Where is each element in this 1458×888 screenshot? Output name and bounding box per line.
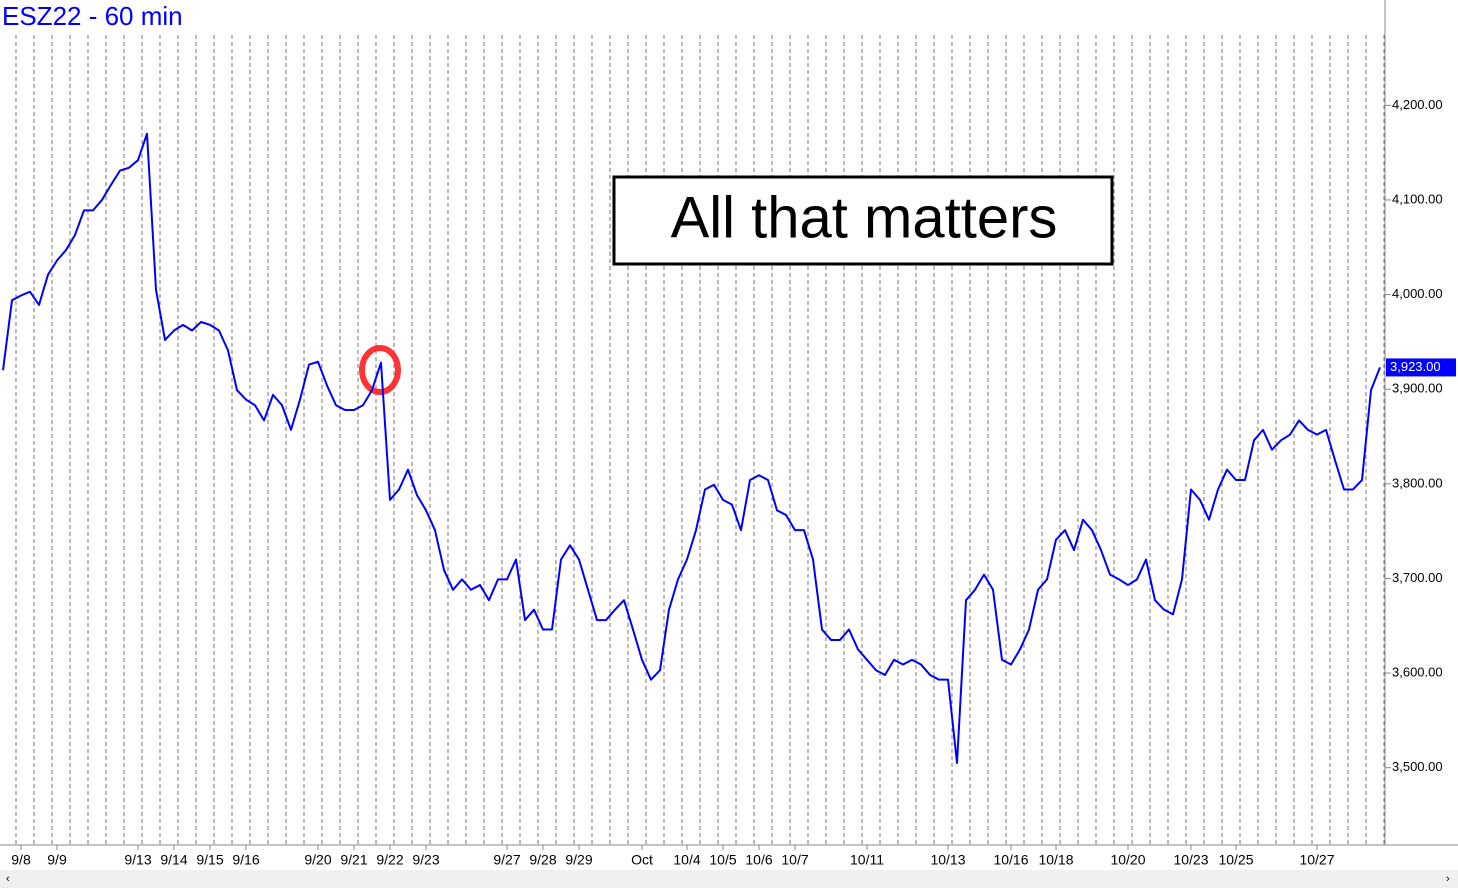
x-tick-label: 9/21 bbox=[340, 852, 367, 868]
y-tick-label: 3,900.00 bbox=[1392, 381, 1443, 396]
x-tick-label: 10/13 bbox=[930, 852, 965, 868]
x-tick-label: 10/18 bbox=[1038, 852, 1073, 868]
scroll-right[interactable]: › bbox=[1446, 873, 1450, 885]
y-tick-label: 3,700.00 bbox=[1392, 570, 1443, 585]
x-tick-label: 9/14 bbox=[160, 852, 187, 868]
x-tick-label: 9/16 bbox=[232, 852, 259, 868]
grid bbox=[15, 35, 1385, 845]
y-tick-label: 3,600.00 bbox=[1392, 665, 1443, 680]
scroll-left[interactable]: ‹ bbox=[6, 873, 10, 885]
y-tick-label: 4,100.00 bbox=[1392, 191, 1443, 206]
chart-title: ESZ22 - 60 min bbox=[2, 1, 183, 31]
x-tick-label: 10/7 bbox=[781, 852, 808, 868]
annotation-box bbox=[612, 175, 1114, 266]
y-tick-label: 4,200.00 bbox=[1392, 97, 1443, 112]
x-tick-label: 10/27 bbox=[1299, 852, 1334, 868]
y-tick-label: 3,800.00 bbox=[1392, 475, 1443, 490]
x-tick-label: 10/4 bbox=[673, 852, 700, 868]
x-tick-label: 10/23 bbox=[1173, 852, 1208, 868]
x-tick-label: 10/25 bbox=[1218, 852, 1253, 868]
x-tick-label: 9/20 bbox=[304, 852, 331, 868]
x-tick-label: 9/13 bbox=[124, 852, 151, 868]
price-line bbox=[2, 132, 1381, 764]
x-tick-label: 10/6 bbox=[745, 852, 772, 868]
y-tick-label: 3,500.00 bbox=[1392, 759, 1443, 774]
x-tick-label: 9/28 bbox=[529, 852, 556, 868]
x-tick-label: 10/20 bbox=[1110, 852, 1145, 868]
x-tick-label: 9/22 bbox=[376, 852, 403, 868]
annotation: All that matters bbox=[671, 185, 1058, 250]
x-tick-label: 9/29 bbox=[565, 852, 592, 868]
x-tick-label: 9/8 bbox=[11, 852, 31, 868]
x-tick-label: 10/5 bbox=[709, 852, 736, 868]
x-tick-label: 10/16 bbox=[993, 852, 1028, 868]
last-price-label: 3,923.00 bbox=[1390, 359, 1441, 374]
x-tick-label: 9/15 bbox=[196, 852, 223, 868]
last-price-box bbox=[1386, 358, 1456, 377]
x-tick-label: Oct bbox=[631, 852, 653, 868]
x-tick-label: 9/9 bbox=[47, 852, 67, 868]
scrollbar[interactable] bbox=[0, 870, 1458, 888]
y-tick-label: 4,000.00 bbox=[1392, 286, 1443, 301]
highlight-circle bbox=[359, 345, 401, 395]
x-tick-label: 9/23 bbox=[412, 852, 439, 868]
x-tick-label: 9/27 bbox=[493, 852, 520, 868]
x-tick-label: 10/11 bbox=[850, 852, 884, 868]
